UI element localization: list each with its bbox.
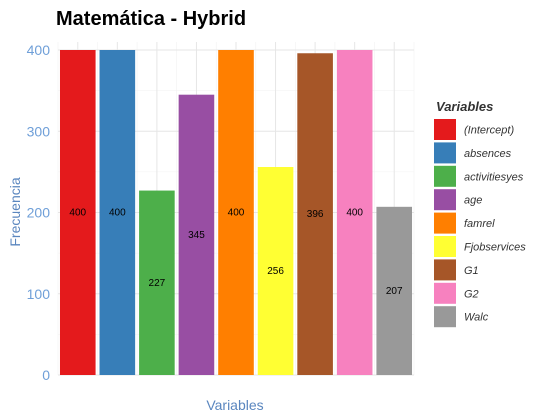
bar [376,206,413,375]
y-tick-label: 400 [27,42,51,58]
data-label: 400 [109,208,126,219]
legend-label: famrel [464,218,495,230]
data-label: 256 [267,266,284,277]
data-labels: 400 400 227 345 400 256 396 400 207 [69,208,403,297]
legend-key [434,259,456,281]
data-label: 400 [228,208,245,219]
data-label: 207 [386,286,403,297]
bar [336,50,373,375]
legend-title: Variables [436,99,493,114]
legend-label: G2 [464,288,479,300]
legend-key [434,142,456,164]
legend-label: Fjobservices [464,242,526,254]
data-label: 345 [188,230,205,241]
bar [218,50,254,375]
data-label: 396 [307,209,324,220]
bar [178,94,215,375]
legend: Variables (Intercept) absences activitiesy… [434,99,526,328]
y-tick-label: 100 [27,286,51,302]
legend-key [434,119,456,140]
y-axis-title: Frecuencia [7,177,23,246]
y-tick-label: 200 [27,205,51,221]
legend-key [434,306,456,328]
bar [297,53,333,375]
data-label: 400 [346,208,363,219]
legend-label: (Intercept) [464,125,514,137]
legend-key [434,212,456,234]
legend-key [434,165,456,187]
legend-label: activitiesyes [464,171,524,183]
bars [59,50,413,375]
legend-key [434,189,456,211]
legend-label: Walc [464,312,489,324]
legend-label: absences [464,148,512,160]
data-label: 400 [69,208,86,219]
bar [59,50,96,375]
legend-key [434,282,456,304]
x-axis-title: Variables [206,397,263,413]
bar [257,167,294,375]
y-tick-label: 0 [42,367,50,383]
legend-label: age [464,195,482,207]
y-tick-label: 300 [27,123,51,139]
legend-key [434,236,456,257]
data-label: 227 [149,278,166,289]
legend-label: G1 [464,265,479,277]
chart-title: Matemática - Hybrid [56,8,246,30]
bar [139,190,175,375]
y-axis-ticks: 0 100 200 300 400 [27,42,51,383]
bar [99,50,136,375]
